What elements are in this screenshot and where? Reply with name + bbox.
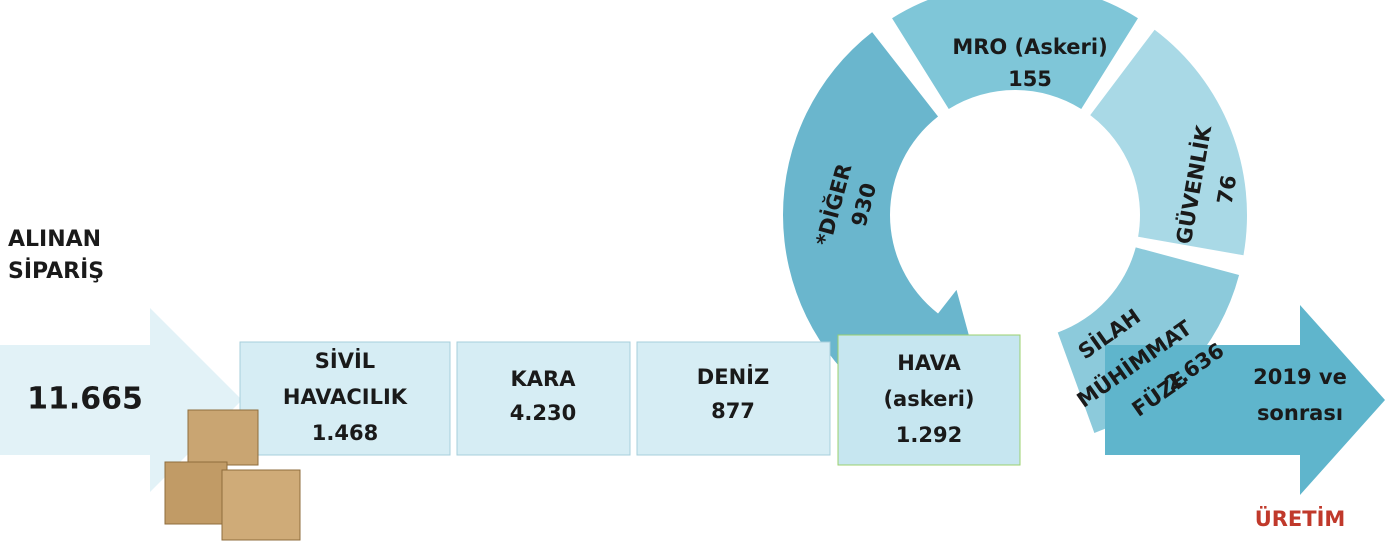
segment-box	[457, 342, 630, 455]
segment-label: (askeri)	[883, 387, 974, 411]
segment-value: 877	[711, 399, 755, 423]
output-caption: ÜRETİM	[1255, 506, 1346, 531]
order-total: 11.665	[27, 382, 143, 417]
segment-value: 4.230	[510, 401, 576, 425]
ring-label: MRO (Askeri)	[952, 35, 1107, 59]
order-label: ALINAN	[8, 227, 101, 252]
segment-value: 1.292	[896, 423, 962, 447]
ring-value: 155	[1008, 67, 1052, 91]
segment-label: HAVACILIK	[283, 385, 408, 409]
ring-segment	[1090, 30, 1247, 256]
output-label: sonrası	[1257, 401, 1343, 425]
output-label: 2019 ve	[1253, 365, 1347, 389]
segment-label: DENİZ	[697, 364, 769, 389]
segment-value: 1.468	[312, 421, 378, 445]
segment-label: KARA	[511, 367, 577, 391]
segment-label: HAVA	[897, 351, 961, 375]
segment-label: SİVİL	[315, 348, 375, 373]
ring-value: 76	[1213, 173, 1242, 206]
order-label: SİPARİŞ	[8, 258, 104, 284]
diagram: ALINAN SİPARİŞ 11.665 SİVİL HAVACILIK 1.…	[0, 0, 1385, 554]
